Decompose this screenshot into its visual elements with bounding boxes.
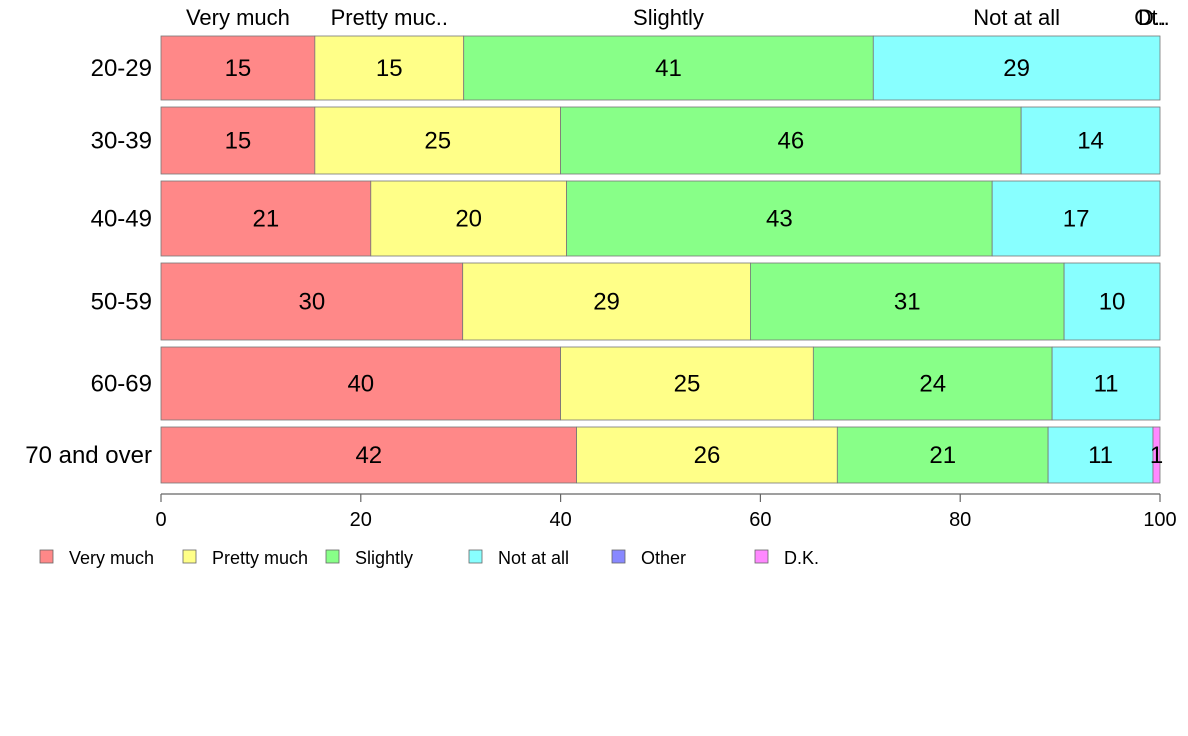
value-label: 17: [1063, 206, 1090, 233]
bar-segment-3-4: [1051, 346, 1161, 421]
bar-segment-2-3: [750, 262, 1065, 341]
legend-label: Very much: [69, 548, 154, 568]
value-label: 43: [766, 206, 793, 233]
legend-label: Not at all: [498, 548, 569, 568]
value-label: 25: [424, 128, 451, 155]
value-label: 29: [1003, 55, 1030, 82]
value-label: 31: [894, 289, 921, 316]
legend-swatch: [468, 549, 483, 564]
bar-segment-3-0: [872, 35, 1161, 101]
value-label: 25: [674, 371, 701, 398]
top-label: Very much: [186, 5, 290, 30]
legend: Very much Pretty much Slightly Not at all Ot…: [39, 548, 819, 568]
value-label: 21: [929, 442, 956, 469]
bar-segment-1-4: [560, 346, 814, 421]
legend-label: Pretty much: [212, 548, 308, 568]
category-label: 70 and over: [25, 442, 152, 469]
value-label: 46: [778, 128, 805, 155]
value-label: 15: [376, 55, 403, 82]
legend-swatch: [611, 549, 626, 564]
bar-segment-3-1: [1020, 106, 1161, 175]
value-label: 14: [1077, 128, 1104, 155]
x-tick-label: 20: [350, 509, 372, 531]
value-label: 26: [694, 442, 721, 469]
legend-swatch: [325, 549, 340, 564]
bar-segment-0-5: [160, 426, 577, 484]
bar-segment-2-5: [836, 426, 1049, 484]
value-label: 15: [225, 55, 252, 82]
legend-swatch: [39, 549, 54, 564]
value-label: 21: [253, 206, 280, 233]
value-label: 15: [225, 128, 252, 155]
bar-segment-0-3: [160, 262, 464, 341]
top-label: Ot..: [1134, 5, 1169, 30]
legend-swatch: [754, 549, 769, 564]
value-label: 1: [1150, 442, 1163, 469]
bar-segment-0-2: [160, 180, 372, 257]
bar-segment-1-0: [314, 35, 465, 101]
x-tick-label: 80: [949, 509, 971, 531]
value-label: 29: [593, 289, 620, 316]
bar-segment-2-0: [463, 35, 874, 101]
bar-segment-0-1: [160, 106, 316, 175]
bar-segment-1-1: [314, 106, 562, 175]
bar-segment-5-5: [1152, 426, 1161, 484]
bar-segment-1-2: [370, 180, 567, 257]
value-label: 10: [1099, 289, 1126, 316]
bar-segment-3-3: [1063, 262, 1161, 341]
value-label: 40: [347, 371, 374, 398]
legend-swatch: [182, 549, 197, 564]
bar-segment-0-0: [160, 35, 316, 101]
category-label: 40-49: [91, 206, 152, 233]
bar-segment-0-4: [160, 346, 562, 421]
legend-label: Slightly: [355, 548, 413, 568]
bar-segment-2-4: [812, 346, 1053, 421]
bar-segment-1-5: [576, 426, 838, 484]
bar-segment-2-1: [560, 106, 1022, 175]
top-label: Not at all: [973, 5, 1060, 30]
category-label: 20-29: [91, 55, 152, 82]
x-tick-label: 100: [1143, 509, 1176, 531]
category-labels-group: 20-29 30-39 40-49 50-59 60-69 70 and over: [25, 55, 152, 469]
top-labels-group: Very much Pretty muc.. Slightly Not at all O…: [186, 5, 1170, 30]
bar-segment-1-3: [462, 262, 751, 341]
category-label: 50-59: [91, 289, 152, 316]
legend-label: Other: [641, 548, 686, 568]
legend-label: D.K.: [784, 548, 819, 568]
x-tick-label: 60: [749, 509, 771, 531]
value-label: 11: [1088, 442, 1113, 469]
x-tick-label: 0: [155, 509, 166, 531]
value-label: 11: [1094, 371, 1119, 398]
top-label: D..: [1138, 5, 1166, 30]
top-label: Slightly: [633, 5, 704, 30]
x-tick-label: 40: [549, 509, 571, 531]
value-label: 20: [455, 206, 482, 233]
value-label: 41: [655, 55, 682, 82]
category-label: 30-39: [91, 128, 152, 155]
x-axis: 0 20 40 60 80 100: [155, 493, 1177, 531]
value-label: 42: [355, 442, 382, 469]
bar-segment-3-2: [991, 180, 1161, 257]
value-label: 30: [298, 289, 325, 316]
category-label: 60-69: [91, 371, 152, 398]
value-label: 24: [919, 371, 946, 398]
top-label: Pretty muc..: [331, 5, 448, 30]
